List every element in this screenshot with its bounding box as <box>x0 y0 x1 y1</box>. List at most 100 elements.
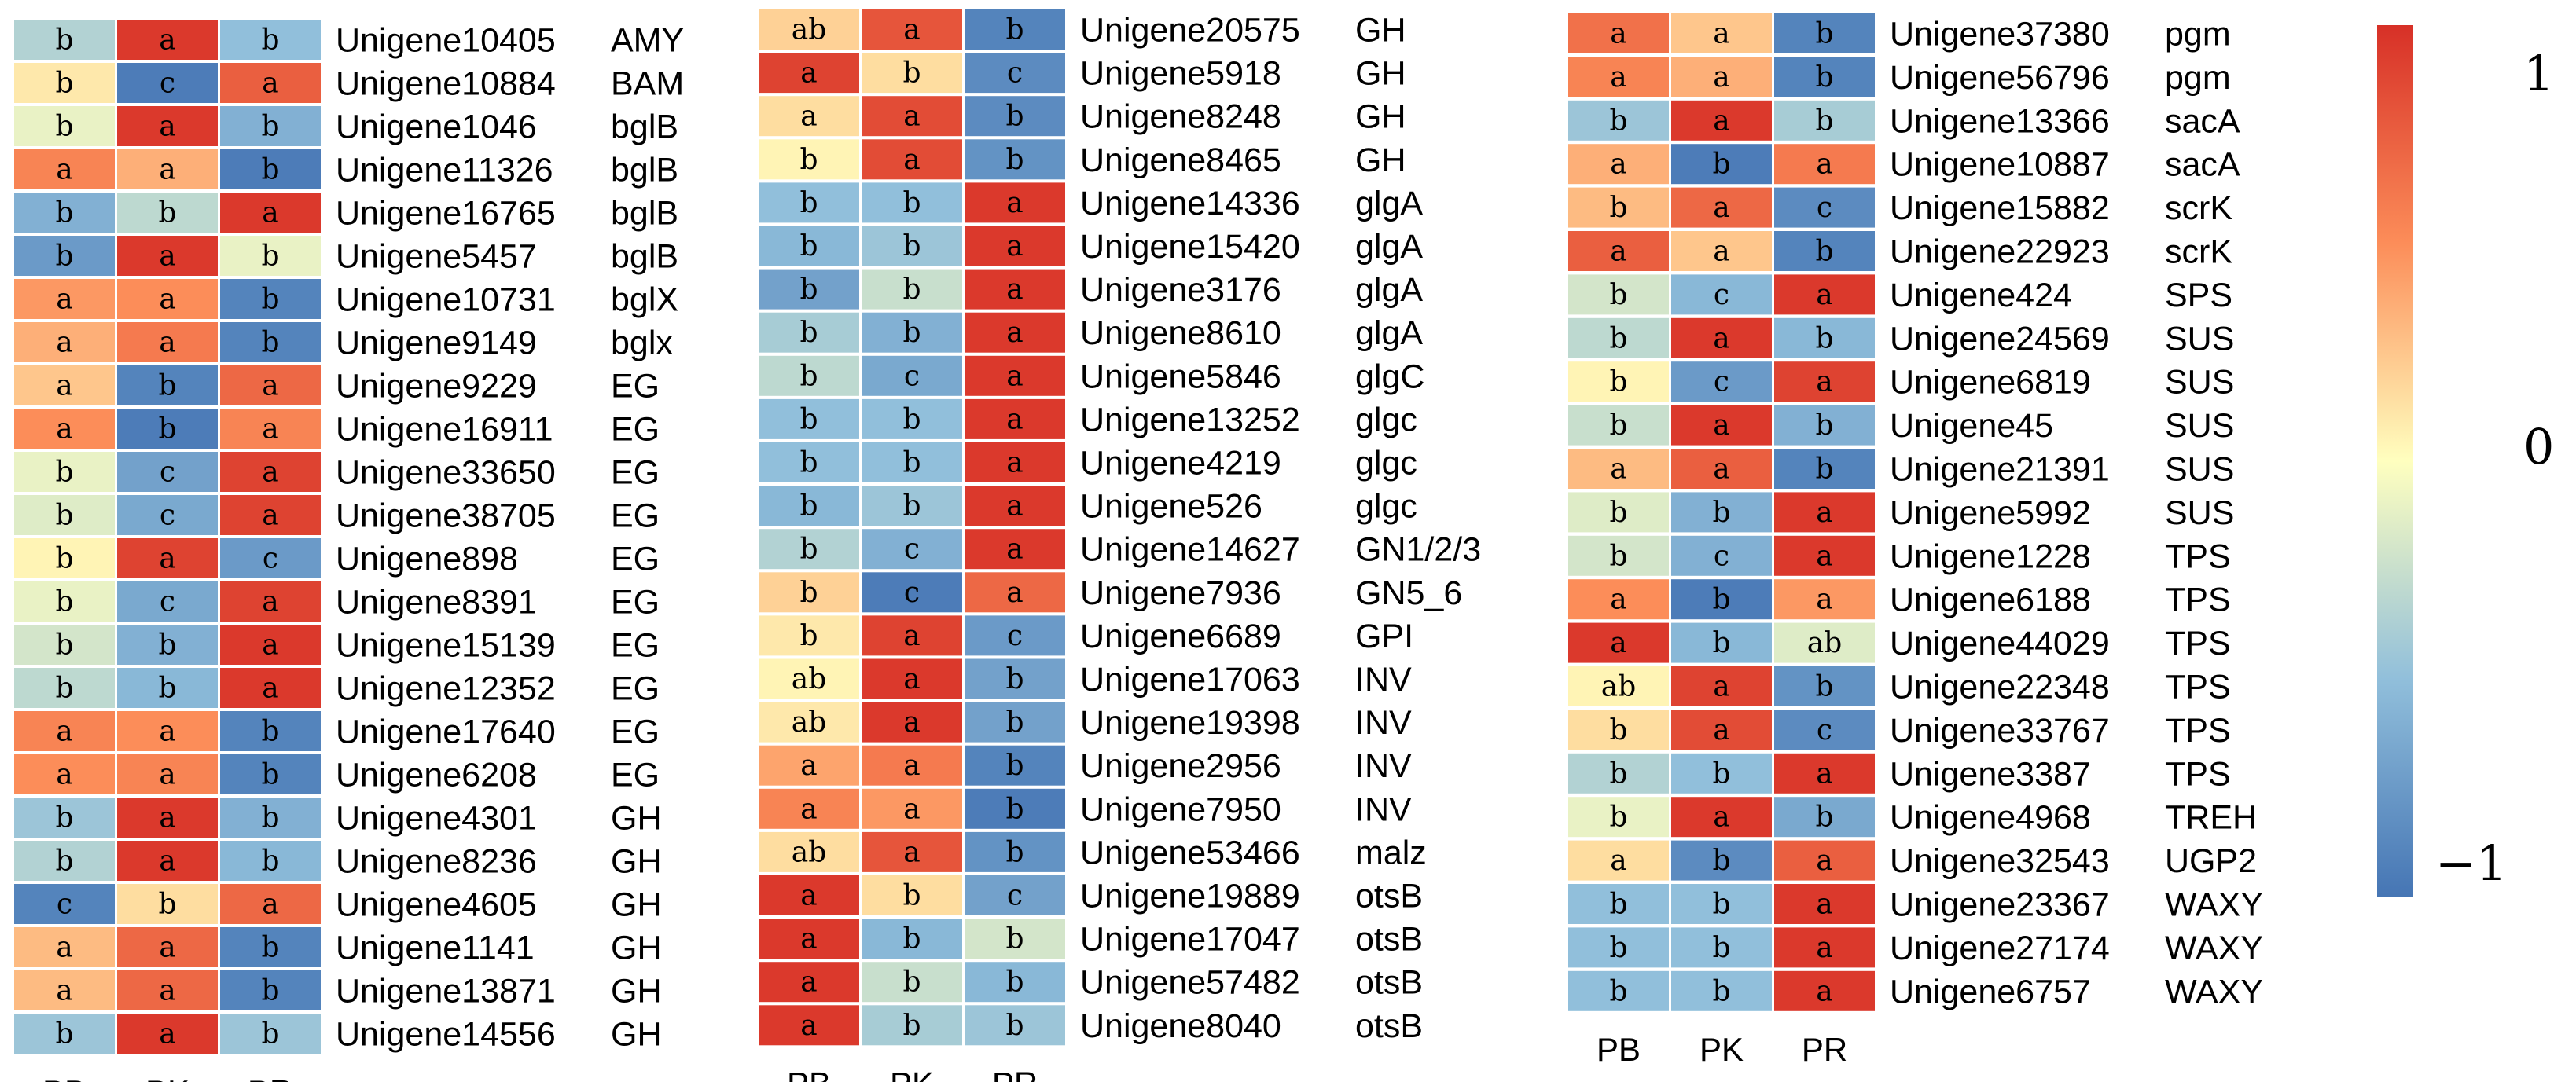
significance-letter: b <box>1609 975 1627 1007</box>
column-label-pr: PR <box>248 1073 293 1082</box>
heatmap-cell <box>14 798 115 838</box>
heatmap-cell <box>220 149 321 189</box>
heatmap-cell <box>759 788 859 829</box>
significance-letter: a <box>1816 279 1832 311</box>
heatmap-cell <box>759 312 859 353</box>
significance-letter: a <box>1006 490 1023 523</box>
color-scale-bar <box>2377 25 2413 897</box>
significance-letter: a <box>1816 497 1832 529</box>
significance-letter: b <box>1609 801 1627 834</box>
row-gene-name: AMY <box>611 22 684 60</box>
heatmap-cell <box>862 355 962 396</box>
heatmap-cell <box>1671 797 1772 838</box>
heatmap-cell <box>965 9 1065 50</box>
color-scale-tick: 1 <box>2523 45 2554 102</box>
significance-letter: a <box>262 629 278 662</box>
heatmap-cell <box>965 486 1065 526</box>
heatmap-cell <box>220 884 321 924</box>
heatmap-cell <box>1774 57 1875 97</box>
heatmap-cell <box>965 53 1065 94</box>
heatmap-cell <box>117 581 218 622</box>
heatmap-cell <box>14 106 115 146</box>
significance-letter: b <box>902 230 921 262</box>
significance-letter: b <box>902 966 921 999</box>
heatmap-cell <box>14 495 115 535</box>
heatmap-cell <box>14 452 115 492</box>
heatmap-cell <box>965 1005 1065 1046</box>
heatmap-cell <box>1568 797 1669 838</box>
row-gene-name: TPS <box>2165 625 2231 662</box>
row-gene-name: GN1/2/3 <box>1355 531 1481 569</box>
significance-letter: b <box>55 673 73 705</box>
significance-letter: b <box>902 490 921 523</box>
row-gene-name: scrK <box>2165 233 2232 271</box>
heatmap-cell <box>1671 535 1772 576</box>
row-gene-name: bglB <box>611 152 678 189</box>
significance-letter: b <box>1815 671 1833 703</box>
row-gene-id: Unigene8236 <box>336 843 537 881</box>
row-gene-id: Unigene17063 <box>1080 661 1300 699</box>
row-gene-id: Unigene57482 <box>1080 964 1300 1002</box>
heatmap-cell <box>220 754 321 794</box>
significance-letter: b <box>261 284 279 316</box>
heatmap-cell <box>117 538 218 578</box>
row-gene-id: Unigene11326 <box>336 152 553 189</box>
heatmap-cell <box>117 798 218 838</box>
significance-letter: b <box>1712 149 1730 181</box>
heatmap-cell <box>759 398 859 439</box>
significance-letter: b <box>902 273 921 306</box>
row-gene-id: Unigene5918 <box>1080 55 1281 93</box>
heatmap-cell <box>759 658 859 699</box>
significance-letter: a <box>1610 845 1626 877</box>
significance-letter: b <box>799 577 818 609</box>
heatmap-cell <box>14 970 115 1010</box>
significance-letter: b <box>1005 663 1023 695</box>
heatmap-cell <box>1671 274 1772 315</box>
row-gene-name: SUS <box>2165 364 2234 402</box>
heatmap-cell <box>759 139 859 180</box>
significance-letter: a <box>1006 230 1023 262</box>
heatmap-cell <box>1774 666 1875 706</box>
significance-letter: b <box>261 154 279 186</box>
heatmap-cell <box>220 1014 321 1054</box>
heatmap-cell <box>220 452 321 492</box>
heatmap-cell <box>1671 449 1772 489</box>
heatmap-cell <box>1671 970 1772 1011</box>
heatmap-cell <box>117 106 218 146</box>
significance-letter: a <box>1006 577 1023 609</box>
heatmap-cell <box>220 63 321 103</box>
significance-letter: b <box>902 403 921 435</box>
heatmap-cell <box>117 63 218 103</box>
row-gene-name: pgm <box>2165 16 2231 53</box>
row-gene-id: Unigene10884 <box>336 65 556 103</box>
heatmap-cell <box>965 919 1065 959</box>
row-gene-id: Unigene19398 <box>1080 704 1300 742</box>
row-gene-name: SUS <box>2165 320 2234 358</box>
heatmap-cell <box>1774 13 1875 53</box>
heatmap-cell <box>862 96 962 137</box>
significance-letter: b <box>902 187 921 219</box>
row-gene-name: malz <box>1355 834 1427 871</box>
significance-letter: a <box>262 197 278 229</box>
heatmap-cell <box>220 279 321 319</box>
significance-letter: b <box>261 759 279 791</box>
row-gene-id: Unigene16765 <box>336 195 556 233</box>
row-gene-id: Unigene27174 <box>1890 930 2110 967</box>
heatmap-cell <box>1671 622 1772 663</box>
row-gene-id: Unigene21391 <box>1890 451 2110 489</box>
significance-letter: b <box>902 923 921 955</box>
significance-letter: b <box>1712 889 1730 921</box>
significance-letter: a <box>262 889 278 921</box>
heatmap-cell <box>1671 187 1772 228</box>
row-gene-name: EG <box>611 454 660 492</box>
column-label-pk: PK <box>145 1073 189 1082</box>
significance-letter: b <box>799 230 818 262</box>
significance-letter: a <box>800 1010 817 1042</box>
row-gene-id: Unigene22923 <box>1890 233 2110 271</box>
significance-letter: a <box>903 620 920 652</box>
significance-letter: b <box>55 111 73 143</box>
significance-letter: b <box>799 187 818 219</box>
significance-letter: c <box>1714 279 1729 311</box>
heatmap-cell <box>1774 187 1875 228</box>
